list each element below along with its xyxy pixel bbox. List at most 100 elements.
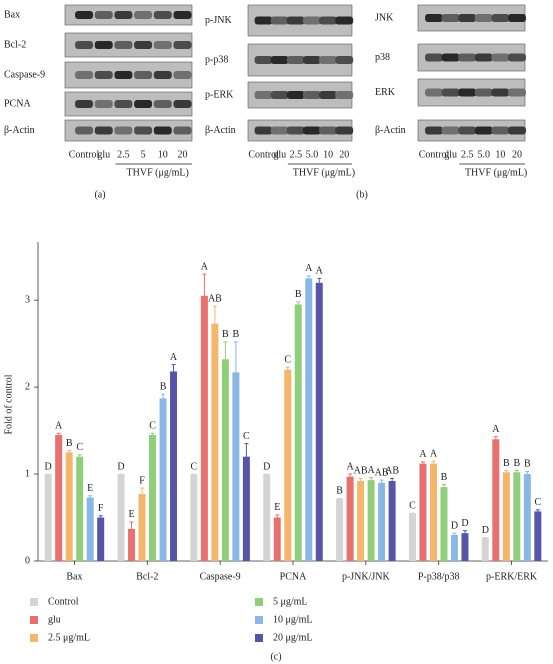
- x-tick-label: Bcl-2: [136, 571, 158, 582]
- bar: [76, 456, 84, 561]
- significance-letter: C: [76, 442, 83, 453]
- error-bar: [306, 275, 311, 279]
- blot-band: [134, 126, 153, 135]
- blot-band: [94, 41, 113, 49]
- error-bar: [233, 341, 238, 373]
- significance-letter: C: [409, 500, 416, 511]
- significance-letter: C: [149, 420, 156, 431]
- blot-band: [153, 126, 172, 135]
- significance-letter: D: [451, 520, 458, 531]
- error-bar: [98, 515, 103, 518]
- legend-label: 2.5 μg/mL: [48, 632, 90, 643]
- blot-band: [270, 56, 289, 64]
- lane-label: 20: [177, 149, 187, 160]
- error-bar: [514, 470, 519, 473]
- bar: [534, 511, 542, 561]
- lane-label: glu: [97, 149, 110, 160]
- blot-band: [114, 71, 133, 79]
- bar: [346, 476, 354, 561]
- blot-band: [114, 41, 133, 49]
- significance-letter: F: [98, 503, 104, 514]
- bar: [367, 480, 375, 561]
- significance-letter: B: [513, 458, 520, 469]
- blot-band: [286, 16, 305, 25]
- blot-band: [319, 126, 338, 135]
- significance-letter: D: [45, 461, 52, 472]
- blot-row-label: β-Actin: [375, 125, 406, 136]
- error-bar: [56, 432, 61, 435]
- significance-letter: A: [492, 424, 500, 435]
- x-tick-label: PCNA: [280, 571, 307, 582]
- bar: [284, 369, 292, 561]
- blot-band: [425, 88, 444, 97]
- error-bar: [150, 432, 155, 435]
- bar: [388, 481, 396, 561]
- bar: [200, 295, 208, 561]
- blot-band: [302, 126, 321, 135]
- blot-band: [173, 100, 192, 108]
- error-bar: [358, 477, 363, 482]
- legend-swatch: [30, 598, 38, 606]
- lane-label: Control: [248, 149, 279, 160]
- lane-label: 2.5: [117, 149, 130, 160]
- blot-band: [114, 100, 133, 108]
- blot-band: [458, 14, 477, 22]
- bar: [408, 513, 416, 561]
- bar: [273, 517, 281, 561]
- error-bar: [379, 479, 384, 483]
- blot-band: [75, 100, 94, 108]
- lane-label: Control: [69, 149, 100, 160]
- blot-row-label: p-ERK: [205, 89, 234, 100]
- blot-row-label: p38: [375, 52, 390, 63]
- bar: [159, 398, 167, 561]
- error-bar: [420, 461, 425, 464]
- bar: [461, 533, 469, 561]
- blot-band: [94, 100, 113, 108]
- error-bar: [452, 532, 457, 535]
- blot-band: [94, 71, 113, 79]
- legend-label: glu: [48, 614, 61, 625]
- error-bar: [88, 495, 93, 498]
- significance-letter: B: [160, 381, 167, 392]
- x-tick-label: Bax: [66, 571, 82, 582]
- error-bar: [140, 487, 145, 495]
- lane-label: 20: [339, 149, 349, 160]
- y-tick-label: 2: [25, 381, 30, 392]
- treatment-label: THVF (μg/mL): [465, 167, 527, 178]
- significance-letter: B: [295, 289, 302, 300]
- blot-band: [458, 88, 477, 97]
- blot-band: [153, 100, 172, 108]
- significance-letter: B: [222, 329, 229, 340]
- legend-swatch: [255, 598, 263, 606]
- blot-band: [75, 41, 94, 49]
- significance-letter: F: [139, 475, 145, 486]
- y-tick-label: 0: [25, 555, 30, 566]
- bar: [128, 528, 136, 561]
- blot-band: [335, 91, 354, 99]
- x-tick-label: p-ERK/ERK: [486, 571, 538, 582]
- lane-label: glu: [444, 149, 457, 160]
- significance-letter: B: [524, 459, 531, 470]
- blot-band: [173, 71, 192, 79]
- bar: [440, 487, 448, 561]
- error-bar: [244, 443, 249, 457]
- bar: [263, 474, 271, 561]
- blot-band: [491, 88, 510, 97]
- blot-band: [425, 126, 444, 135]
- bar: [97, 517, 105, 561]
- bar: [117, 474, 125, 561]
- x-tick-label: P-p38/p38: [418, 571, 460, 582]
- error-bar: [171, 364, 176, 372]
- blot-band: [474, 14, 493, 22]
- blot-band: [94, 126, 113, 135]
- blot-band: [75, 71, 94, 79]
- legend-label: Control: [48, 596, 79, 607]
- bar: [315, 282, 323, 561]
- blot-band: [507, 88, 526, 97]
- blot-band: [75, 126, 94, 135]
- lane-label: glu: [273, 149, 286, 160]
- blot-row-label: Caspase-9: [4, 69, 45, 80]
- blot-row-label: β-Actin: [4, 125, 35, 136]
- lane-label: 5.0: [478, 149, 491, 160]
